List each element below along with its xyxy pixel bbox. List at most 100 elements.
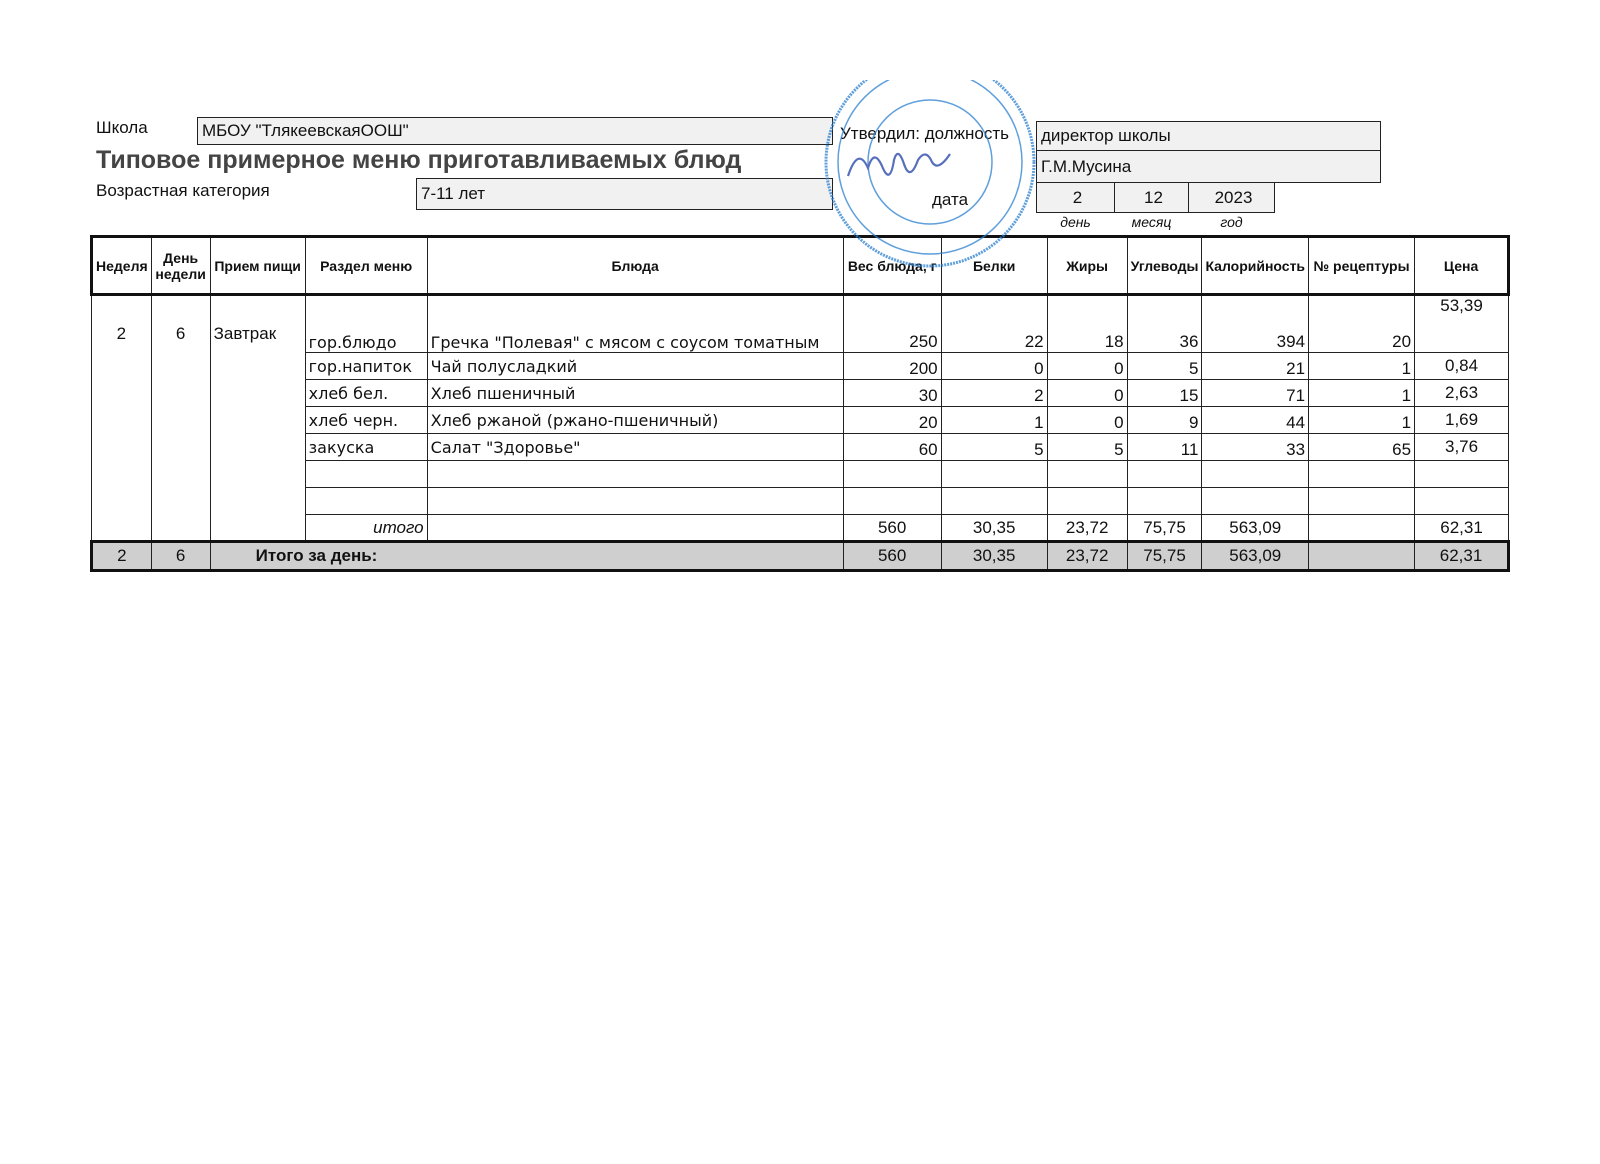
- approved-label: Утвердил: должность: [840, 124, 1010, 143]
- recipe-cell: 20: [1308, 294, 1416, 353]
- kcal-cell: 44: [1201, 406, 1310, 434]
- protein-cell: 5: [940, 433, 1048, 461]
- weight-cell: 60: [842, 433, 942, 461]
- dish-cell: Гречка "Полевая" с мясом с соусом томатн…: [426, 294, 844, 353]
- dish-cell: Чай полусладкий: [426, 352, 844, 380]
- kcal-cell: 33: [1201, 433, 1310, 461]
- weekday-cell: 6: [150, 294, 211, 542]
- total-day: 6: [150, 541, 211, 571]
- school-label: Школа: [96, 118, 148, 137]
- age-field: 7-11 лет: [416, 178, 833, 210]
- table-row: 2 6 Завтрак гор.блюдо Гречка "Полевая" с…: [91, 294, 1510, 542]
- col-weight: Вес блюда, г: [842, 236, 942, 295]
- recipe-cell: 1: [1308, 379, 1416, 407]
- fat-cell: 5: [1046, 433, 1128, 461]
- name-field: Г.М.Мусина: [1036, 150, 1381, 183]
- kcal-cell: 71: [1201, 379, 1310, 407]
- empty-row: [92, 460, 1510, 488]
- section-cell: хлеб бел.: [304, 379, 428, 407]
- subtotal-kcal: 563,09: [1201, 514, 1310, 542]
- dish-cell: Салат "Здоровье": [426, 433, 844, 461]
- section-cell: закуска: [304, 433, 428, 461]
- carbs-cell: 15: [1126, 379, 1203, 407]
- fat-cell: 0: [1046, 379, 1128, 407]
- date-year: 2023: [1188, 182, 1275, 213]
- table-row: закуска Салат "Здоровье" 60 5 5 11 33 65…: [92, 433, 1510, 461]
- dish-cell: Хлеб пшеничный: [426, 379, 844, 407]
- total-fat: 23,72: [1046, 541, 1128, 571]
- col-meal: Прием пищи: [209, 236, 306, 295]
- day-total-label: Итого за день:: [209, 541, 844, 571]
- fat-cell: 0: [1046, 406, 1128, 434]
- total-week: 2: [91, 541, 152, 571]
- carbs-cell: 11: [1126, 433, 1203, 461]
- kcal-cell: 394: [1201, 294, 1310, 353]
- menu-table: Неделя День недели Прием пищи Раздел мен…: [90, 235, 1510, 572]
- col-recipe: № рецептуры: [1308, 236, 1416, 295]
- fat-cell: 0: [1046, 352, 1128, 380]
- protein-cell: 2: [940, 379, 1048, 407]
- subtotal-protein: 30,35: [940, 514, 1048, 542]
- weight-cell: 30: [842, 379, 942, 407]
- total-weight: 560: [842, 541, 942, 571]
- school-field: МБОУ "ТлякеевскаяООШ": [197, 117, 833, 145]
- price-cell: 1,69: [1414, 406, 1510, 434]
- total-price: 62,31: [1414, 541, 1510, 571]
- section-cell: хлеб черн.: [304, 406, 428, 434]
- fat-cell: 18: [1046, 294, 1128, 353]
- col-week: Неделя: [91, 236, 152, 295]
- section-cell: гор.напиток: [304, 352, 428, 380]
- date-day: 2: [1036, 182, 1115, 213]
- subtotal-label: итого: [304, 514, 428, 542]
- carbs-cell: 5: [1126, 352, 1203, 380]
- col-kcal: Калорийность: [1201, 236, 1310, 295]
- recipe-cell: 1: [1308, 406, 1416, 434]
- col-price: Цена: [1414, 236, 1510, 295]
- price-cell: 53,39: [1414, 294, 1510, 353]
- weight-cell: 20: [842, 406, 942, 434]
- table-row: хлеб бел. Хлеб пшеничный 30 2 0 15 71 1 …: [92, 379, 1510, 407]
- carbs-cell: 36: [1126, 294, 1203, 353]
- subtotal-weight: 560: [842, 514, 942, 542]
- protein-cell: 1: [940, 406, 1048, 434]
- price-cell: 3,76: [1414, 433, 1510, 461]
- empty-row: [92, 487, 1510, 515]
- day-caption: день: [1060, 214, 1091, 230]
- signature: [846, 152, 951, 177]
- subtotal-carbs: 75,75: [1126, 514, 1203, 542]
- total-kcal: 563,09: [1201, 541, 1310, 571]
- date-month: 12: [1114, 182, 1189, 213]
- week-cell: 2: [91, 294, 152, 542]
- price-cell: 2,63: [1414, 379, 1510, 407]
- table-row: хлеб черн. Хлеб ржаной (ржано-пшеничный)…: [92, 406, 1510, 434]
- col-carbs: Углеводы: [1126, 236, 1203, 295]
- day-total-row: 2 6 Итого за день: 560 30,35 23,72 75,75…: [91, 541, 1510, 571]
- total-protein: 30,35: [940, 541, 1048, 571]
- year-caption: год: [1220, 214, 1243, 230]
- table-header: Неделя День недели Прием пищи Раздел мен…: [91, 236, 1510, 295]
- carbs-cell: 9: [1126, 406, 1203, 434]
- col-protein: Белки: [940, 236, 1048, 295]
- subtotal-fat: 23,72: [1046, 514, 1128, 542]
- recipe-cell: 1: [1308, 352, 1416, 380]
- position-field: директор школы: [1036, 121, 1381, 151]
- col-dish: Блюда: [426, 236, 844, 295]
- date-label: дата: [932, 190, 969, 209]
- col-section: Раздел меню: [304, 236, 428, 295]
- col-fat: Жиры: [1046, 236, 1128, 295]
- dish-cell: Хлеб ржаной (ржано-пшеничный): [426, 406, 844, 434]
- weight-cell: 200: [842, 352, 942, 380]
- total-carbs: 75,75: [1126, 541, 1203, 571]
- weight-cell: 250: [842, 294, 942, 353]
- protein-cell: 22: [940, 294, 1048, 353]
- meal-cell: Завтрак: [209, 294, 306, 542]
- col-weekday: День недели: [150, 236, 211, 295]
- protein-cell: 0: [940, 352, 1048, 380]
- recipe-cell: 65: [1308, 433, 1416, 461]
- subtotal-price: 62,31: [1414, 514, 1510, 542]
- month-caption: месяц: [1131, 214, 1172, 230]
- kcal-cell: 21: [1201, 352, 1310, 380]
- age-label: Возрастная категория: [96, 181, 270, 200]
- price-cell: 0,84: [1414, 352, 1510, 380]
